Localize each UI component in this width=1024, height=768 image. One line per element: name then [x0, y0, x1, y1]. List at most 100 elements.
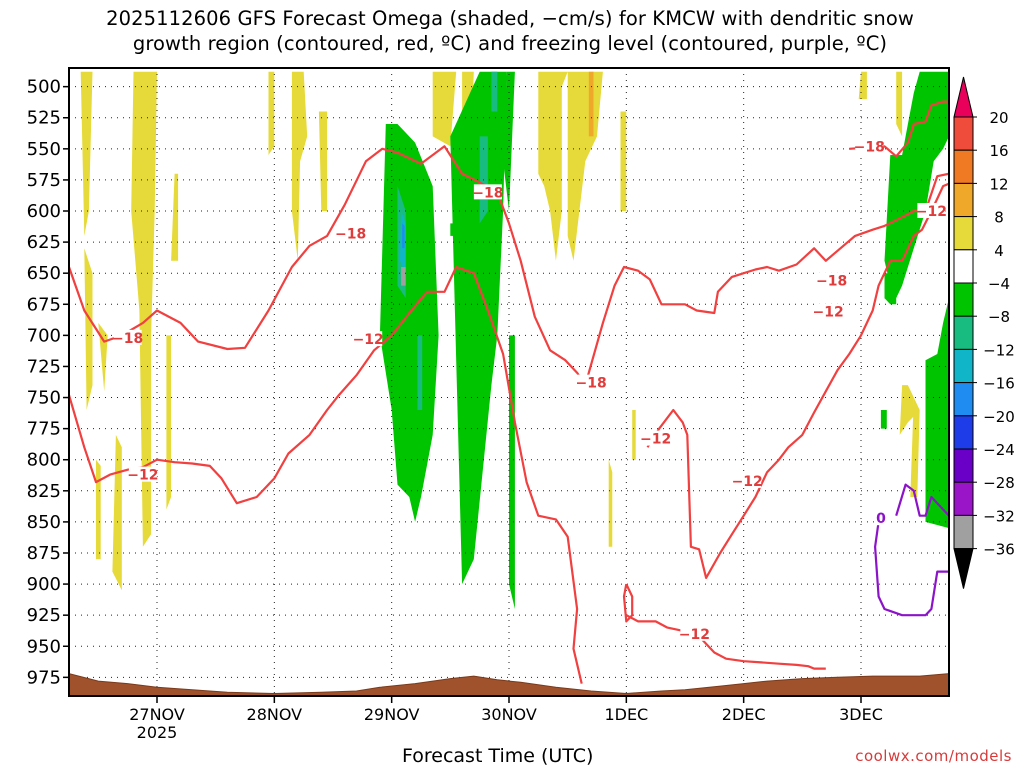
x-tick-label: 27NOV [129, 705, 185, 724]
contour-line [646, 182, 949, 580]
contour-label: −12 [916, 204, 947, 220]
contour-label-bg [473, 184, 502, 200]
chart-title: 2025112606 GFS Forecast Omega (shaded, −… [0, 6, 1020, 56]
colorbar-label: −28 [983, 474, 1015, 492]
omega-shade-region [884, 71, 949, 299]
omega-shade-region [608, 459, 613, 547]
x-axis-label: Forecast Time (UTC) [402, 745, 594, 767]
y-tick-label: 525 [27, 108, 61, 129]
contour-label: −12 [813, 305, 844, 321]
y-tick-label: 825 [27, 481, 61, 502]
contour-label: −18 [576, 376, 607, 392]
contour-label-bg [113, 329, 142, 345]
omega-shade-region [538, 71, 568, 261]
y-tick-label: 700 [27, 325, 61, 346]
omega-shade-region [80, 71, 93, 236]
colorbar-box [953, 382, 974, 417]
colorbar-box [953, 282, 974, 317]
omega-shade-region [899, 385, 914, 435]
colorbar-box [953, 315, 974, 350]
contour-labels: −18 −18 −18 −18 −18 −18 −12 −12 −12 −12 −12 −12 −12 0 [112, 138, 947, 643]
colorbar-box [953, 116, 974, 151]
omega-shade-region [632, 410, 636, 460]
contour-line [69, 265, 583, 684]
contour-label-bg [336, 225, 365, 241]
contour-label: −12 [679, 627, 710, 643]
colorbar-box [953, 448, 974, 483]
colorbar-box [953, 182, 974, 218]
chart-title-line2: growth region (contoured, red, ºC) and f… [132, 32, 888, 55]
omega-shade-region [432, 71, 457, 147]
colorbar-box [953, 348, 974, 384]
contour-label: −12 [640, 432, 671, 448]
omega-shade-region [588, 71, 594, 137]
y-tick-label: 900 [27, 574, 61, 595]
contour-label-bg [817, 272, 846, 288]
colorbar-label: −12 [983, 341, 1015, 359]
colorbar-label: −8 [988, 308, 1010, 326]
y-tick-label: 775 [27, 419, 61, 440]
colorbar-label: −24 [983, 441, 1015, 459]
y-tick-label: 625 [27, 232, 61, 253]
x-tick-label: 1DEC [604, 705, 648, 724]
terrain-fill [69, 673, 949, 696]
y-tick-label: 875 [27, 543, 61, 564]
omega-shade-region [620, 111, 627, 211]
contour-line [849, 100, 949, 158]
omega-shade-region [503, 71, 515, 211]
x-tick-sublabel: 2025 [137, 723, 178, 742]
colorbar-label: −4 [988, 275, 1010, 293]
x-tick-label: 2DEC [722, 705, 766, 724]
omega-shade-region [509, 335, 515, 609]
omega-shade-region [880, 410, 887, 429]
terrain [69, 673, 949, 696]
omega-shade-region [112, 434, 122, 591]
colorbar-label: −36 [983, 541, 1015, 559]
contour-line [873, 521, 949, 617]
colorbar-label: 20 [989, 109, 1008, 127]
colorbar-label: 12 [989, 175, 1008, 193]
contour-label-bg [577, 374, 606, 390]
colorbar-label: 16 [989, 142, 1008, 160]
contour-label: 0 [876, 511, 886, 527]
contour-label: −18 [816, 274, 847, 290]
colorbar-box [953, 249, 974, 284]
omega-shade-region [402, 223, 405, 249]
colorbar: 20 16 12 8 4 −4 −8 −12 −16 −20 −24 −28 −32 −36 [953, 76, 1015, 589]
omega-shade-region [98, 322, 108, 392]
omega-shade-region [318, 111, 328, 211]
contour-label-bg [814, 303, 843, 319]
x-tick-label: 30NOV [481, 705, 537, 724]
contour-line [622, 583, 634, 623]
y-tick-label: 800 [27, 450, 61, 471]
x-tick-label: 29NOV [364, 705, 420, 724]
colorbar-label: −32 [983, 507, 1015, 525]
omega-shade-region [896, 71, 903, 137]
colorbar-box [953, 149, 974, 184]
contour-label: −12 [353, 332, 384, 348]
colorbar-box [953, 216, 974, 251]
y-tick-label: 925 [27, 605, 61, 626]
y-tick-label: 975 [27, 667, 61, 688]
contour-label: −18 [854, 139, 885, 155]
omega-shade-region [291, 71, 308, 261]
x-tick-label: 3DEC [839, 705, 883, 724]
colorbar-label: 4 [994, 242, 1004, 260]
contour-line [895, 483, 949, 517]
omega-shade-region [910, 397, 920, 497]
omega-shade-region [884, 273, 897, 305]
y-tick-label: 550 [27, 139, 61, 160]
colorbar-label: −16 [983, 375, 1015, 393]
y-tick-label: 850 [27, 512, 61, 533]
colorbar-label: −20 [983, 408, 1015, 426]
colorbar-box [953, 514, 974, 550]
contour-label: −12 [127, 468, 158, 484]
contour-label-bg [680, 625, 709, 641]
colorbar-top-arrow [953, 76, 974, 118]
omega-shade-region [450, 223, 457, 236]
y-tick-label: 750 [27, 388, 61, 409]
omega-shade-region [139, 310, 152, 547]
omega-shade-region [84, 248, 93, 410]
colorbar-box [953, 415, 974, 450]
